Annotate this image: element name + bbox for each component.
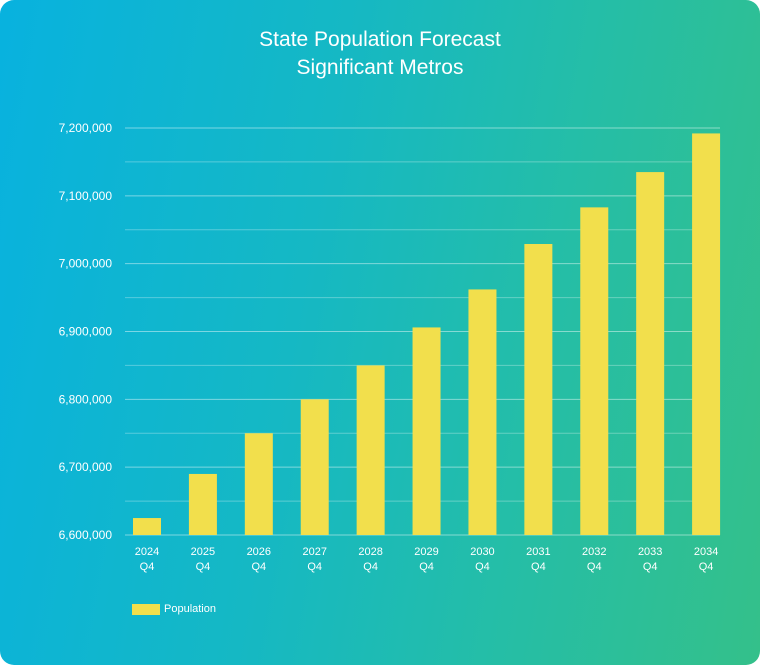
x-tick-label-quarter: Q4 xyxy=(363,561,378,573)
x-tick-label-quarter: Q4 xyxy=(699,561,714,573)
legend[interactable]: Population xyxy=(132,601,216,617)
x-tick-label-quarter: Q4 xyxy=(531,561,546,573)
chart-title-block: State Population Forecast Significant Me… xyxy=(0,26,760,82)
y-tick-label: 6,600,000 xyxy=(59,528,113,542)
bar[interactable] xyxy=(524,243,553,535)
y-tick-label: 6,900,000 xyxy=(59,325,113,339)
x-tick-label-year: 2030 xyxy=(470,546,494,558)
legend-swatch xyxy=(132,603,160,615)
chart-subtitle: Significant Metros xyxy=(296,56,464,79)
x-tick-label-quarter: Q4 xyxy=(140,561,155,573)
x-tick-label-year: 2024 xyxy=(135,546,159,558)
x-tick-label-quarter: Q4 xyxy=(475,561,490,573)
x-tick-label-year: 2033 xyxy=(638,546,662,558)
x-tick-label-quarter: Q4 xyxy=(587,561,602,573)
y-tick-label: 7,100,000 xyxy=(59,189,113,203)
x-tick-label-quarter: Q4 xyxy=(196,561,211,573)
x-tick-label-quarter: Q4 xyxy=(251,561,266,573)
x-tick-label-year: 2026 xyxy=(247,546,271,558)
y-tick-label: 6,800,000 xyxy=(59,392,113,406)
y-tick-label: 6,700,000 xyxy=(59,460,113,474)
x-tick-label-year: 2029 xyxy=(414,546,438,558)
x-tick-label-year: 2034 xyxy=(694,546,718,558)
x-tick-label-quarter: Q4 xyxy=(643,561,658,573)
bar[interactable] xyxy=(468,289,497,535)
x-tick-label-quarter: Q4 xyxy=(419,561,434,573)
bar[interactable] xyxy=(412,327,441,535)
y-tick-label: 7,000,000 xyxy=(59,257,113,271)
bar[interactable] xyxy=(133,518,161,535)
bar[interactable] xyxy=(692,133,721,535)
bar[interactable] xyxy=(244,433,273,535)
bar[interactable] xyxy=(636,172,665,535)
bar[interactable] xyxy=(356,365,385,535)
chart-title: State Population Forecast xyxy=(259,28,501,51)
bar[interactable] xyxy=(580,207,609,536)
legend-label: Population xyxy=(164,603,216,615)
x-tick-label-year: 2027 xyxy=(302,546,326,558)
x-tick-label-year: 2028 xyxy=(358,546,382,558)
x-tick-label-quarter: Q4 xyxy=(307,561,322,573)
y-tick-label: 7,200,000 xyxy=(59,121,113,135)
bar[interactable] xyxy=(188,473,217,535)
x-tick-label-year: 2025 xyxy=(191,546,215,558)
x-tick-label-year: 2031 xyxy=(526,546,550,558)
bar[interactable] xyxy=(300,399,329,535)
x-tick-label-year: 2032 xyxy=(582,546,606,558)
